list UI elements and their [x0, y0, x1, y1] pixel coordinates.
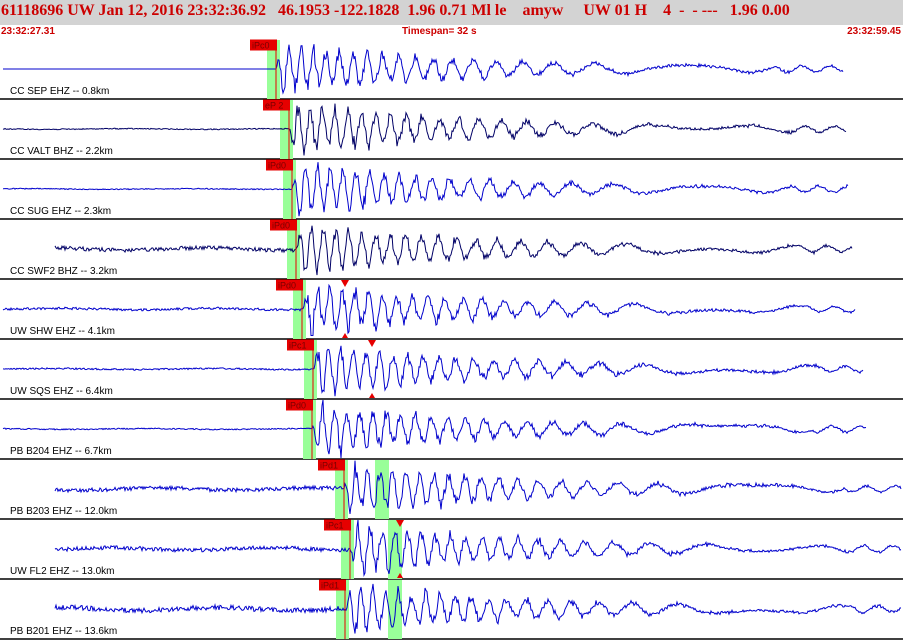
pick-label-text: iPd1: [321, 581, 339, 591]
pick-label: iPd0: [266, 159, 293, 171]
waveform-trace: [54, 583, 902, 634]
channel-row: iPd0: [0, 159, 903, 220]
channel-label: CC SWF2 BHZ -- 3.2km: [10, 266, 118, 277]
seismogram-plot[interactable]: iPc0 eP 2 iPd0 iPd0 iPd0 iPc1 iPd0 iPd1 iPc1 iPd1…: [0, 39, 903, 640]
channel-row: iPd1: [0, 459, 903, 520]
p-pick-window: [287, 220, 300, 279]
pick-label-text: iPd0: [272, 221, 290, 231]
p-pick-window: [341, 520, 354, 579]
waveform-trace: [54, 460, 902, 514]
channel-label: UW FL2 EHZ -- 13.0km: [10, 566, 115, 577]
pick-label-text: iPd0: [278, 281, 296, 291]
pick-label-box: [276, 279, 303, 291]
waveform-trace: [54, 225, 853, 276]
header-bar: 61118696 UW Jan 12, 2016 23:32:36.92 46.…: [0, 0, 903, 25]
start-time: 23:32:27.31: [1, 26, 55, 37]
p-pick-window: [335, 460, 348, 519]
channel-label: UW SQS EHZ -- 6.4km: [10, 386, 113, 397]
channel-label: CC VALT BHZ -- 2.2km: [10, 146, 113, 157]
channel-label: PB B204 EHZ -- 6.7km: [10, 446, 112, 457]
pick-label-box: [318, 459, 345, 471]
event-title: 61118696 UW Jan 12, 2016 23:32:36.92 46.…: [1, 2, 790, 19]
pick-label: iPd1: [318, 459, 345, 471]
p-pick-window: [280, 100, 293, 159]
timespan-label: Timespan= 32 s: [402, 26, 477, 37]
pick-label-text: eP 2: [265, 101, 283, 111]
pick-label: iPd0: [286, 399, 313, 411]
waveform-trace: [2, 103, 847, 156]
pick-label-box: [287, 339, 314, 351]
s-pick-marker-bottom: [342, 333, 348, 338]
waveform-trace: [2, 283, 856, 336]
channel-label: PB B203 EHZ -- 12.0km: [10, 506, 118, 517]
channel-row: iPc1: [0, 339, 903, 400]
s-pick-marker-bottom: [397, 573, 403, 578]
pick-label-text: iPc1: [289, 341, 307, 351]
pick-label: iPd1: [319, 579, 346, 591]
pick-label-box: [250, 39, 277, 51]
channel-label: PB B201 EHZ -- 13.6km: [10, 626, 118, 637]
pick-label-text: iPd1: [320, 461, 338, 471]
pick-label: iPc0: [250, 39, 277, 51]
s-pick-window: [375, 460, 389, 519]
pick-label-text: iPd0: [268, 161, 286, 171]
pick-label-box: [266, 159, 293, 171]
channel-row: iPc1: [0, 519, 903, 580]
end-time: 23:32:59.45: [847, 26, 901, 37]
channel-row: iPc0: [0, 39, 903, 100]
channel-row: iPd0: [0, 399, 903, 460]
pick-label: iPd0: [276, 279, 303, 291]
s-pick-marker: [368, 340, 376, 347]
p-pick-window: [303, 400, 316, 459]
pick-label: iPd0: [270, 219, 297, 231]
channel-label: UW SHW EHZ -- 4.1km: [10, 326, 115, 337]
pick-label-box: [263, 99, 290, 111]
pick-label-text: iPc1: [326, 521, 344, 531]
channel-row: iPd0: [0, 219, 903, 280]
pick-label: iPc1: [324, 519, 351, 531]
channel-row: iPd1: [0, 579, 903, 640]
pick-label: iPc1: [287, 339, 314, 351]
channel-label: CC SEP EHZ -- 0.8km: [10, 86, 110, 97]
channel-label: CC SUG EHZ -- 2.3km: [10, 206, 112, 217]
waveform-trace: [2, 345, 864, 397]
pick-label-box: [324, 519, 351, 531]
s-pick-window: [388, 520, 402, 579]
waveform-trace: [54, 519, 902, 578]
waveform-trace: [3, 44, 844, 95]
s-pick-marker-bottom: [369, 393, 375, 398]
waveform-trace: [2, 162, 849, 217]
pick-label-box: [319, 579, 346, 591]
channel-row: eP 2: [0, 99, 903, 160]
pick-label: eP 2: [263, 99, 290, 111]
s-pick-marker: [396, 520, 404, 527]
pick-label-box: [270, 219, 297, 231]
pick-label-text: iPc0: [252, 41, 270, 51]
waveform-trace: [2, 399, 867, 459]
channel-row: iPd0: [0, 279, 903, 340]
pick-label-box: [286, 399, 313, 411]
seismogram-canvas[interactable]: iPc0 eP 2 iPd0 iPd0 iPd0 iPc1 iPd0 iPd1 iPc1 iPd1: [0, 39, 903, 640]
pick-label-text: iPd0: [288, 401, 306, 411]
s-pick-marker: [341, 280, 349, 287]
